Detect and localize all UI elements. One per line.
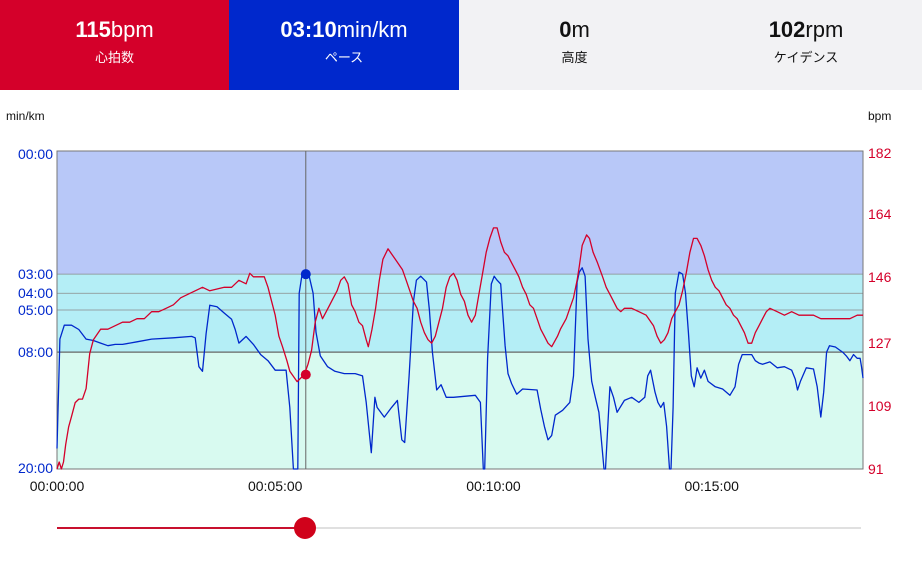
stats-bar: 115bpm 心拍数 03:10min/km ペース 0m 高度 102rpm …: [0, 0, 922, 90]
time-tick-label: 00:05:00: [248, 478, 303, 494]
bpm-tick-label: 182: [868, 145, 892, 161]
bpm-tick-label: 164: [868, 206, 892, 222]
bpm-tick-label: 127: [868, 335, 892, 351]
pace-line: [56, 267, 864, 470]
pace-tick-label: 20:00: [18, 460, 53, 476]
pace-value: 03:10min/km: [280, 18, 407, 42]
heart-rate-label: 心拍数: [94, 50, 134, 65]
time-tick-label: 00:15:00: [684, 478, 739, 494]
time-tick-label: 00:10:00: [466, 478, 521, 494]
pace-tick-label: 00:00: [18, 146, 53, 162]
altitude-number: 0: [559, 17, 572, 42]
left-axis-unit: min/km: [6, 109, 45, 123]
cadence-stat: 102rpm ケイデンス: [690, 0, 922, 90]
pace-number: 03:10: [280, 17, 337, 42]
bpm-tick-label: 91: [868, 461, 884, 477]
altitude-label: 高度: [561, 50, 588, 65]
pace-zone-band: [57, 352, 863, 469]
bpm-tick-label: 146: [868, 269, 892, 285]
heart-rate-line: [56, 227, 863, 470]
slider-fill: [57, 527, 306, 529]
pace-tick-label: 03:00: [18, 266, 53, 282]
altitude-value: 0m: [559, 18, 590, 42]
cadence-unit: rpm: [805, 17, 844, 42]
heart-rate-value: 115bpm: [75, 18, 153, 42]
pace-marker: [300, 269, 311, 280]
pace-tick-label: 04:00: [18, 285, 53, 301]
pace-zone-band: [57, 151, 863, 275]
pace-tick-label: 08:00: [18, 344, 53, 360]
heart-rate-number: 115: [75, 17, 111, 42]
bpm-tick-label: 109: [868, 398, 892, 414]
right-axis-unit: bpm: [868, 109, 892, 123]
heart-rate-unit: bpm: [110, 17, 154, 42]
slider-thumb[interactable]: [294, 517, 317, 539]
pace-tick-label: 05:00: [18, 302, 53, 318]
heart-rate-stat: 115bpm 心拍数: [0, 0, 229, 90]
heart-rate-marker: [300, 369, 311, 380]
slider-track[interactable]: [57, 527, 861, 529]
timeline-slider[interactable]: [57, 515, 861, 541]
pace-label: ペース: [324, 50, 364, 65]
cadence-label: ケイデンス: [773, 50, 839, 65]
pace-unit: min/km: [336, 17, 408, 42]
time-tick-label: 00:00:00: [30, 478, 85, 494]
cadence-value: 102rpm: [769, 18, 844, 42]
altitude-stat: 0m 高度: [459, 0, 690, 90]
altitude-unit: m: [571, 17, 590, 42]
pace-stat: 03:10min/km ペース: [229, 0, 459, 90]
plot-frame: [56, 150, 864, 470]
cadence-number: 102: [768, 17, 806, 42]
pace-zone-band: [57, 274, 863, 353]
